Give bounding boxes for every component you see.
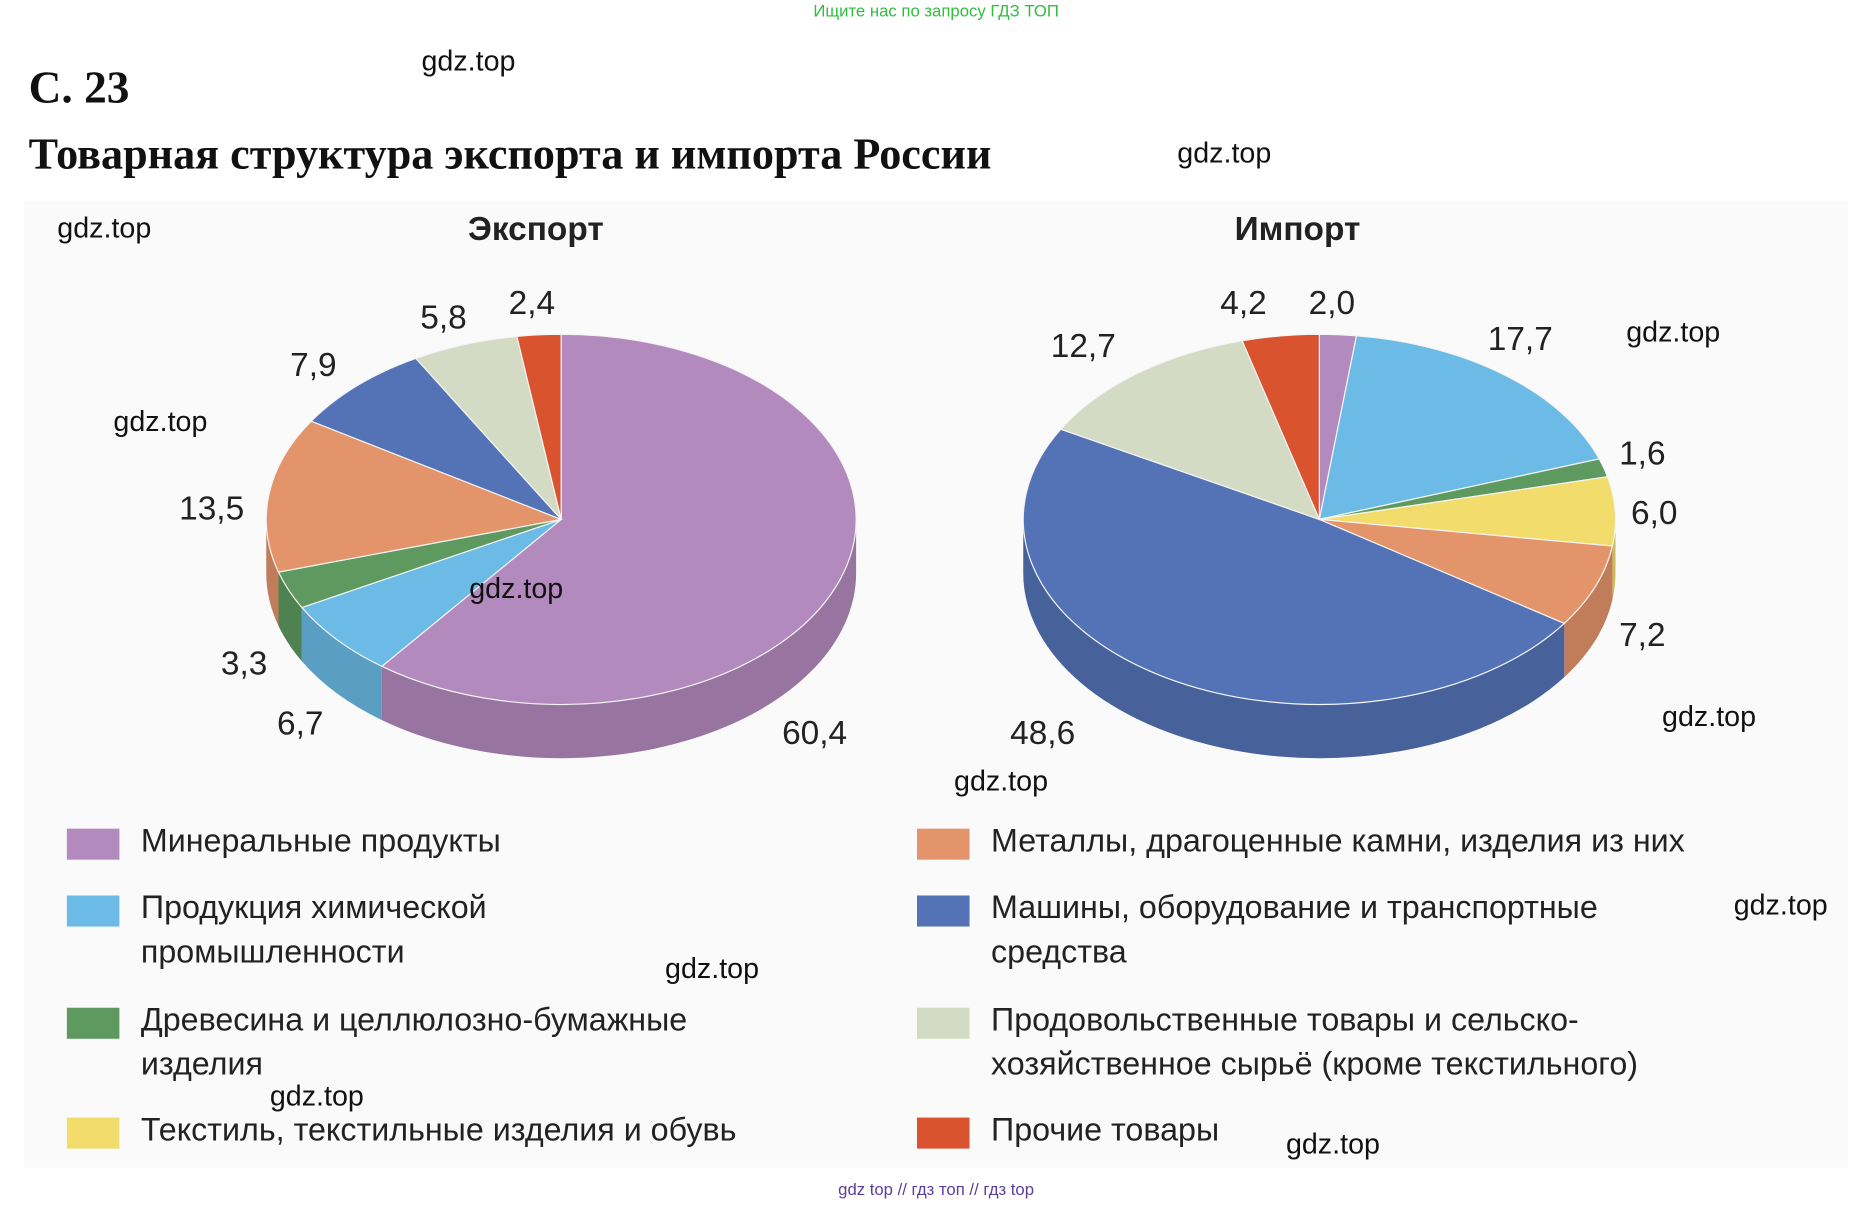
data-label: 48,6 [1010,714,1076,752]
legend-swatch [66,1117,120,1149]
data-label: 5,8 [420,298,467,336]
pie-slice-0-6 [516,333,562,520]
data-label: 60,4 [782,714,848,752]
watermark: gdz.top [1733,889,1828,922]
watermark: gdz.top [469,573,564,606]
watermark: gdz.top [1177,137,1272,170]
watermark: gdz.top [113,405,208,439]
import-chart-title: Импорт [1234,210,1361,248]
data-label: 4,2 [1220,284,1267,322]
data-label: 7,2 [1619,616,1666,654]
data-label: 12,7 [1050,327,1116,365]
data-label: 2,0 [1308,284,1356,322]
legend-swatch [916,1007,970,1039]
watermark: gdz.top [1285,1128,1380,1161]
data-label: 7,9 [290,346,337,384]
watermark: gdz.top [269,1080,364,1113]
legend-label: Древесина и целлюлозно-бумажные изделия [140,1001,688,1082]
pie-slice-1-4 [1319,518,1614,625]
legend-label: Машины, оборудование и транспортные сред… [991,889,1598,970]
legend-label: Прочие товары [991,1111,1220,1148]
data-label: 6,0 [1631,494,1678,532]
legend-swatch [66,828,120,860]
legend-swatch [916,828,970,860]
export-chart-title: Экспорт [468,210,604,248]
pie-side-1-3 [1612,519,1616,600]
watermark: gdz.top [954,765,1049,798]
pie-side-0-0 [381,519,857,759]
pie-slice-0-4 [310,357,562,520]
legend-swatch [916,1117,970,1149]
watermark: gdz.top [1626,316,1721,349]
pie-slice-0-0 [380,333,857,706]
watermark: gdz.top [665,952,760,986]
watermark: gdz.top [1662,700,1757,734]
legend-label: Продукция химической промышленности [140,889,487,970]
legend-label: Текстиль, текстильные изделия и обувь [140,1111,737,1148]
pie-slice-0-3 [265,420,564,573]
pie-slice-1-5 [1022,428,1566,706]
legend-label: Минеральные продукты [140,822,501,859]
data-label: 13,5 [179,489,245,527]
pie-slice-1-6 [1059,340,1321,521]
pie-slice-0-1 [300,518,562,668]
legend-label: Металлы, драгоценные камни, изделия из н… [991,822,1685,859]
footer-links[interactable]: gdz top // гдз топ // гдз top [838,1179,1035,1199]
watermark: gdz.top [57,212,152,245]
header-note[interactable]: Ищите нас по запросу ГДЗ ТОП [813,1,1059,21]
legend-swatch [66,895,120,927]
page-label: С. 23 [28,63,130,114]
legend-swatch [66,1007,120,1039]
page-title: Товарная структура экспорта и импорта Ро… [28,130,992,180]
pie-side-1-5 [1023,519,1565,759]
pie-slice-1-7 [1241,333,1320,520]
pie-side-0-2 [278,572,302,662]
data-label: 17,7 [1487,319,1553,358]
legend-swatch [916,895,970,927]
data-label: 6,7 [277,704,324,742]
pie-side-0-1 [301,607,382,721]
watermark: gdz.top [421,45,516,78]
data-label: 1,6 [1619,434,1666,472]
legend-label: Продовольственные товары и сельско- хозя… [991,1001,1639,1082]
data-label: 3,3 [220,644,268,682]
data-label: 2,4 [508,284,556,322]
